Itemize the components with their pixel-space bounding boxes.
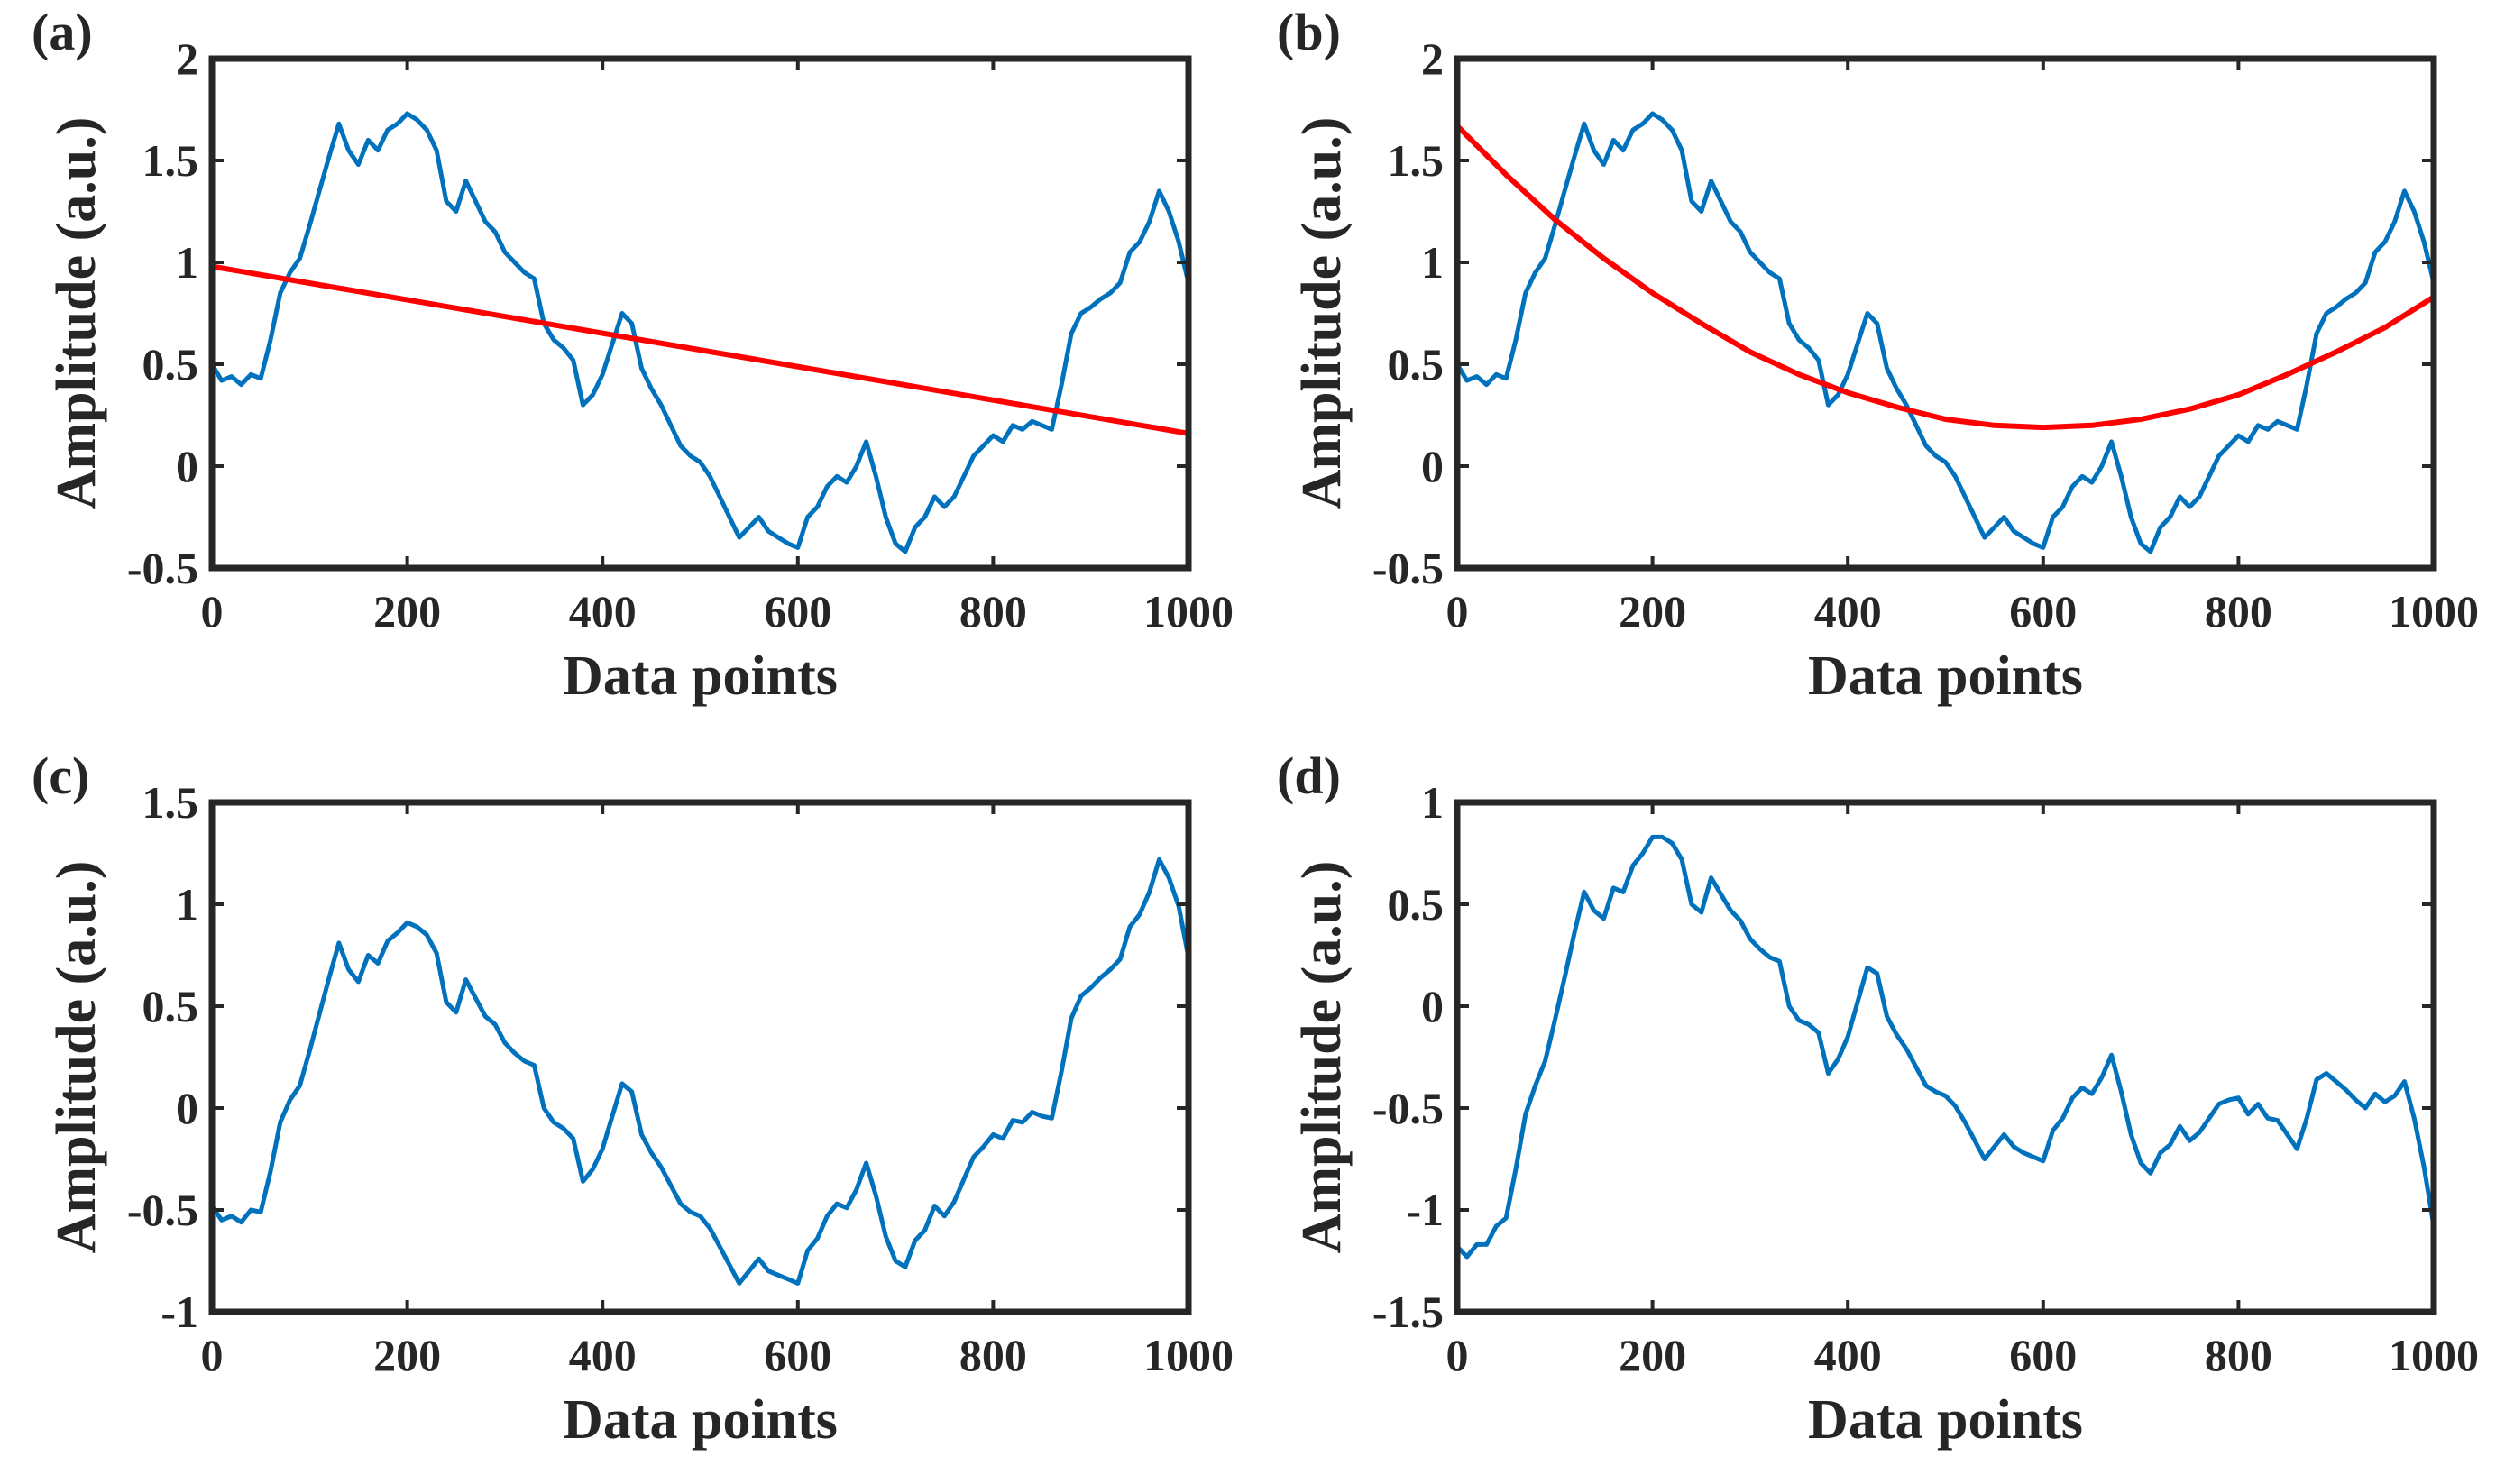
panel-label: (c) — [32, 747, 89, 805]
axes-box — [208, 55, 1192, 572]
y-tick-label: 0.5 — [142, 339, 199, 389]
y-tick-label: 0 — [1421, 441, 1444, 491]
x-tick-label: 400 — [569, 586, 637, 637]
x-tick-label: 600 — [764, 586, 831, 637]
y-tick-label: 2 — [176, 33, 198, 84]
y-tick-label: 0.5 — [1388, 879, 1445, 930]
signal-line — [209, 857, 1191, 1286]
panel-c: -1 -0.5 0 0.5 1 1.5 0 200 400 600 800 1000 Data poin… — [32, 747, 1234, 1451]
axes-box — [1454, 55, 2437, 572]
x-tick-label: 0 — [1446, 586, 1469, 637]
signal-line — [1454, 834, 2436, 1260]
x-axis-label: Data points — [563, 1389, 838, 1451]
fit-line — [1454, 123, 2436, 431]
y-tick-label: 0 — [1421, 981, 1444, 1031]
panel-d: -1.5 -1 -0.5 0 0.5 1 0 200 400 600 800 1000 Data poi… — [1277, 747, 2479, 1451]
signal-line — [209, 111, 1191, 554]
panel-label: (b) — [1277, 3, 1341, 61]
y-tick-label: 1 — [1421, 777, 1444, 828]
x-tick-label: 1000 — [1143, 586, 1234, 637]
y-axis-label: Amplitude (a.u.) — [1291, 117, 1353, 510]
signal-line — [1454, 111, 2436, 554]
y-tick-label: 1 — [176, 879, 198, 930]
x-tick-label: 800 — [959, 586, 1027, 637]
y-tick-label: 1.5 — [142, 135, 199, 186]
panel-label: (a) — [32, 3, 93, 61]
y-tick-label: -0.5 — [127, 543, 198, 593]
x-tick-label: 200 — [1619, 586, 1686, 637]
y-axis-label: Amplitude (a.u.) — [1291, 861, 1353, 1254]
x-tick-label: 400 — [1814, 1330, 1882, 1380]
y-tick-label: 0.5 — [142, 981, 199, 1031]
y-tick-label: 0 — [176, 1083, 198, 1133]
x-tick-label: 400 — [569, 1330, 637, 1380]
x-tick-label: 600 — [2009, 586, 2077, 637]
x-axis-label: Data points — [1808, 646, 2083, 707]
x-tick-label: 800 — [2205, 586, 2272, 637]
x-tick-label: 600 — [764, 1330, 831, 1380]
fit-line — [209, 263, 1191, 436]
y-axis-label: Amplitude (a.u.) — [46, 117, 107, 510]
x-tick-label: 0 — [1446, 1330, 1469, 1380]
panel-label: (d) — [1277, 747, 1341, 805]
x-tick-label: 200 — [1619, 1330, 1686, 1380]
y-tick-label: -0.5 — [1372, 543, 1444, 593]
y-tick-label: -0.5 — [127, 1185, 198, 1235]
x-tick-label: 800 — [959, 1330, 1027, 1380]
axes-box — [208, 799, 1192, 1315]
y-tick-label: 0.5 — [1388, 339, 1445, 389]
y-tick-label: 0 — [176, 441, 198, 491]
y-tick-label: -0.5 — [1372, 1083, 1444, 1133]
x-tick-label: 0 — [201, 1330, 224, 1380]
y-tick-label: 1 — [176, 237, 198, 288]
x-tick-label: 1000 — [1143, 1330, 1234, 1380]
x-tick-label: 600 — [2009, 1330, 2077, 1380]
x-tick-label: 0 — [201, 586, 224, 637]
x-axis-label: Data points — [563, 646, 838, 707]
y-tick-label: 2 — [1421, 33, 1444, 84]
y-tick-label: 1.5 — [142, 777, 199, 828]
y-tick-label: 1.5 — [1388, 135, 1445, 186]
y-axis-label: Amplitude (a.u.) — [46, 861, 107, 1254]
y-tick-label: -1.5 — [1372, 1287, 1444, 1337]
y-tick-label: -1 — [1406, 1185, 1444, 1235]
y-tick-label: 1 — [1421, 237, 1444, 288]
x-tick-label: 400 — [1814, 586, 1882, 637]
x-tick-label: 1000 — [2389, 586, 2479, 637]
x-tick-label: 200 — [373, 1330, 441, 1380]
x-tick-label: 1000 — [2389, 1330, 2479, 1380]
x-axis-label: Data points — [1808, 1389, 2083, 1451]
axes-box — [1454, 799, 2437, 1315]
x-tick-label: 200 — [373, 586, 441, 637]
x-tick-label: 800 — [2205, 1330, 2272, 1380]
y-tick-label: -1 — [161, 1287, 198, 1337]
